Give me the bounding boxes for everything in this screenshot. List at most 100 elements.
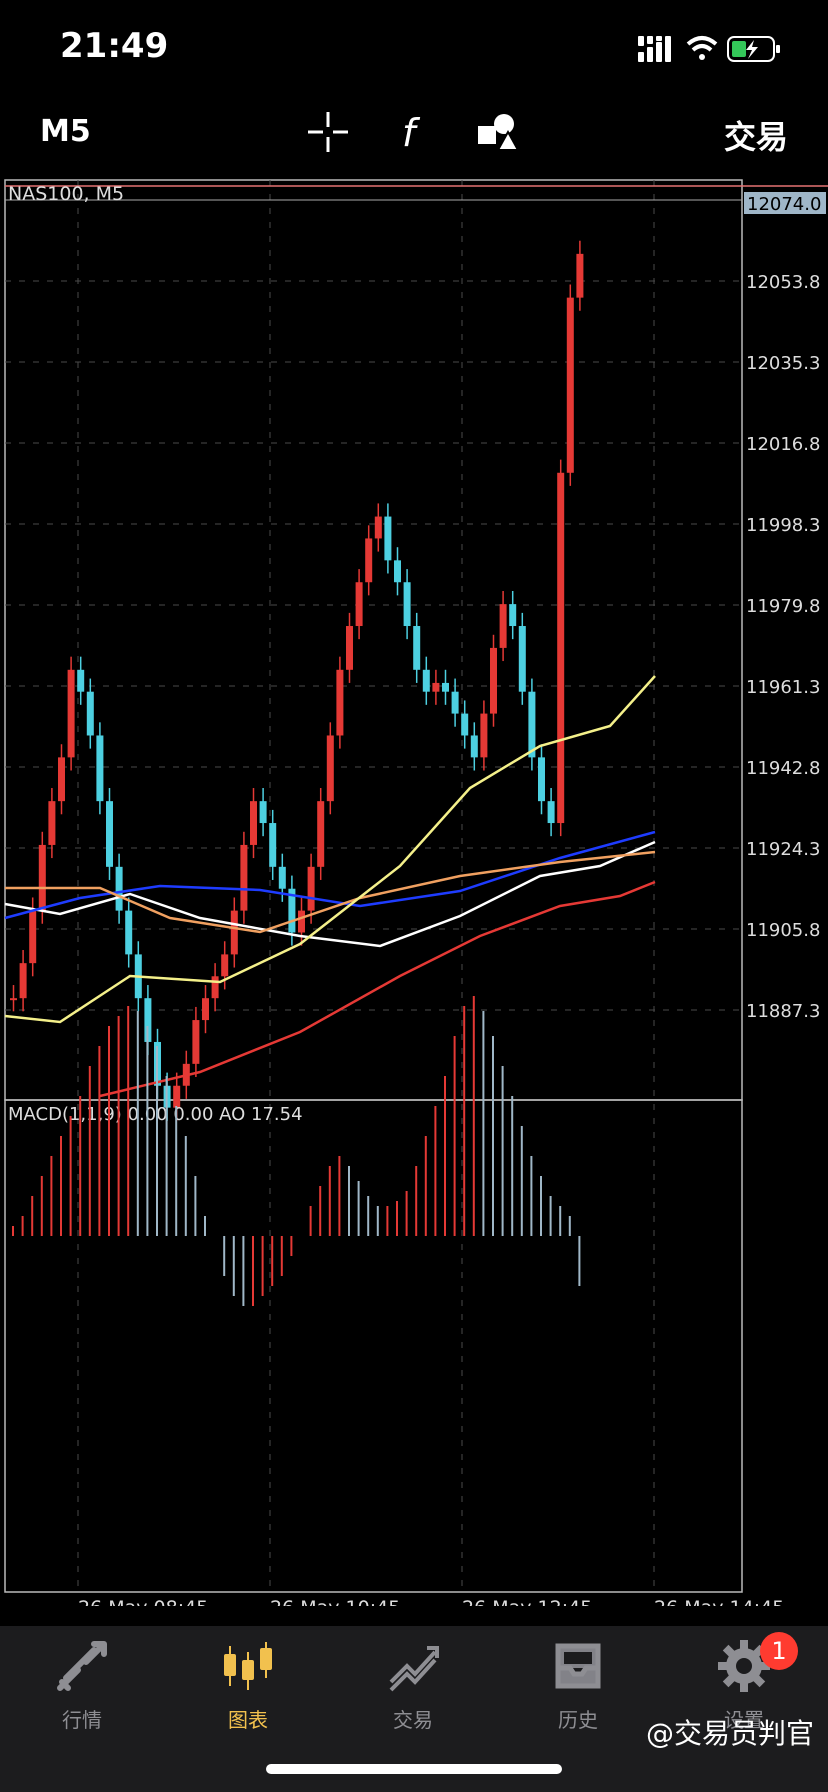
svg-text:f: f [402,111,421,154]
candle-body [288,888,296,933]
price-tick-label: 11905.8 [746,920,820,941]
candle-body [29,910,37,964]
candle-body [547,801,555,824]
candle-body [336,669,344,736]
candle-body [365,538,373,583]
candle-body [58,757,65,802]
candle-body [538,757,545,802]
candle-body [413,626,421,670]
candle-body [259,801,267,824]
candle-body [173,1085,181,1108]
ma-line-blue [4,830,656,920]
settings-icon [718,1640,770,1692]
candle-body [384,516,392,561]
candle-body [509,604,517,627]
candle-body [38,844,46,911]
candle-body [240,844,248,911]
quotes-icon [57,1641,107,1691]
price-tick-label: 11942.8 [746,758,820,779]
price-tick-label: 12053.8 [746,272,820,293]
candlesticks [10,240,584,1121]
tab-quotes[interactable]: 行情 [22,1638,142,1738]
ma-line-yellow [4,675,656,1024]
function-icon[interactable]: f [392,110,436,154]
candle-body [192,1020,200,1064]
candle-body [67,669,75,758]
candle-body [86,691,94,736]
candle-body [144,998,152,1042]
tab-history[interactable]: 历史 [518,1638,638,1738]
price-chart[interactable]: 12072.312053.812035.312016.811998.311979… [0,176,828,1606]
trade-link[interactable]: 交易 [723,118,788,156]
candle-body [490,647,497,714]
candle-body [566,297,574,473]
candle-body [451,691,459,714]
candle-body [307,866,315,911]
objects-icon[interactable] [476,110,520,154]
candle-body [269,823,277,867]
signal-icon [638,36,671,62]
ma-line-white [4,840,656,948]
history-icon [555,1643,601,1689]
candle-body [10,998,17,1001]
candle-body [374,516,382,539]
candle-body [355,582,363,627]
home-indicator[interactable] [266,1764,562,1774]
chart-toolbar: M5 f 交易 [0,100,828,172]
candle-body [115,866,123,911]
watermark: @交易员判官 [645,1717,814,1750]
tab-settings[interactable]: 设置 1 [684,1632,804,1738]
price-tick-label: 11979.8 [746,596,820,617]
trade-icon [389,1646,439,1692]
candle-body [403,582,411,627]
price-tick-label: 11998.3 [746,515,820,536]
current-price-tag [744,192,826,214]
timeframe-button[interactable]: M5 [40,114,91,149]
candle-body [106,801,113,867]
time-tick-label: 26 May 10:45 [270,1597,400,1606]
wifi-icon [686,36,718,60]
price-tick-label: 11887.3 [746,1001,820,1022]
notification-badge: 1 [760,1632,798,1670]
candle-body [298,910,305,933]
candle-body [346,626,353,670]
candle-body [499,604,507,648]
tab-trade[interactable]: 交易 [353,1638,473,1738]
candle-body [461,713,469,736]
candle-body [278,866,286,889]
ma-line-red [99,880,656,1098]
tab-settings-label: 设置 [724,1708,764,1732]
candle-body [394,560,401,583]
price-tick-label: 12035.3 [746,353,820,374]
symbol-label: NAS100, M5 [8,183,124,205]
candle-body [470,735,478,758]
candle-body [48,801,56,845]
status-icons [638,36,780,62]
candle-body [221,954,229,977]
price-tick-label: 12016.8 [746,434,820,455]
status-time: 21:49 [60,26,169,66]
time-tick-label: 26 May 12:45 [462,1597,592,1606]
price-tick-label: 11924.3 [746,839,820,860]
candle-body [96,735,104,802]
candle-body [19,963,27,999]
indicator-pane-frame [4,1099,743,1593]
candle-body [422,669,430,692]
time-tick-label: 26 May 08:45 [78,1597,208,1606]
tab-chart[interactable]: 图表 [188,1638,308,1738]
main-pane-frame [4,179,743,1101]
price-tick-label: 11961.3 [746,677,820,698]
tab-history-label: 历史 [558,1708,598,1732]
candle-body [326,735,334,802]
chart-icon [224,1642,272,1690]
candle-body [557,472,565,824]
crosshair-icon[interactable] [306,110,350,154]
candle-body [202,998,209,1021]
tab-trade-label: 交易 [393,1708,433,1732]
candle-body [480,713,488,758]
status-bar: 21:49 [0,0,828,100]
candle-body [77,669,85,692]
candle-body [211,976,219,999]
indicator-label: MACD(1,1,9) 0.00 0.00 AO 17.54 [8,1104,303,1125]
battery-icon [727,36,780,62]
